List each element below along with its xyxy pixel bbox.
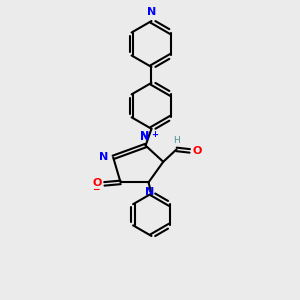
Text: −: − [92,185,100,194]
Text: N: N [146,187,154,196]
Text: O: O [92,178,101,188]
Text: O: O [193,146,202,156]
Text: N: N [99,152,108,162]
Text: N: N [147,7,156,16]
Text: H: H [173,136,180,145]
Text: N: N [140,132,149,142]
Text: +: + [152,130,158,139]
Text: N: N [140,131,150,142]
